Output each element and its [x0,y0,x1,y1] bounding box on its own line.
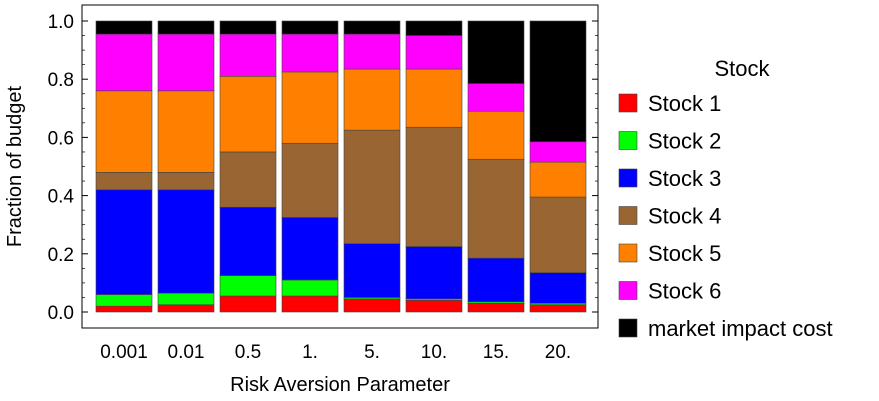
bar-segment [343,68,401,131]
bar-segment [157,189,215,294]
x-tick-label: 10. [421,342,447,363]
bar-segment [281,33,339,73]
bar-segment [343,243,401,298]
bar-segment [467,158,525,259]
bar-segment [219,20,277,35]
bar-group [405,20,463,313]
bar-segment [529,141,587,163]
legend-label: Stock 5 [648,241,721,266]
bar-segment [95,305,153,313]
bar-segment [157,172,215,191]
bar-segment [405,68,463,128]
bar-segment [95,189,153,295]
x-tick-label: 20. [545,342,571,363]
legend-label: Stock 6 [648,279,721,304]
bar-segment [343,129,401,244]
x-tick-label: 0.5 [235,342,261,363]
legend-title: Stock [714,56,770,81]
bar-segment [95,20,153,35]
y-tick-label: 0.8 [48,70,74,91]
x-tick-label: 5. [364,342,380,363]
bar-segment [467,302,525,313]
legend-swatch [618,281,638,300]
bar-segment [219,295,277,313]
bar-segment [405,126,463,247]
bar-segment [157,304,215,313]
legend-swatch [618,318,638,338]
bar-segment [281,142,339,218]
bar-segment [467,110,525,160]
x-axis-label: Risk Aversion Parameter [230,374,450,396]
bar-segment [95,294,153,307]
bar-segment [405,20,463,36]
bar-segment [219,33,277,77]
bar-segment [529,161,587,198]
bar-group [281,20,339,313]
x-axis: 0.001 0.01 0.5 1. 5. 10. 15. 20. [100,342,571,363]
bar-segment [219,151,277,208]
legend: Stock Stock 1 Stock 2 Stock 3 Stock 4 Stock … [618,56,833,341]
bar-segment [157,20,215,35]
bar-segment [281,20,339,35]
legend-label: Stock 3 [648,166,721,191]
bar-segment [281,279,339,297]
bar-segment [281,71,339,144]
bar-segment [281,295,339,313]
legend-label: Stock 2 [648,129,721,154]
legend-label: market impact cost [648,316,833,341]
legend-swatch [618,243,638,263]
x-tick-label: 15. [483,342,509,363]
bar-segment [405,246,463,300]
bar-segment [219,206,277,276]
bar-segment [529,272,587,304]
y-axis-label: Fraction of budget [4,85,26,247]
legend-swatch [618,131,638,150]
bar-segment [157,90,215,173]
bar-segment [529,196,587,274]
bar-segment [405,300,463,313]
bar-segment [467,257,525,303]
bar-segment [467,20,525,84]
bar-segment [281,217,339,281]
legend-label: Stock 1 [648,91,721,116]
x-tick-label: 0.001 [100,342,148,363]
bar-segment [219,75,277,153]
bar-group [467,20,525,313]
bar-segment [157,33,215,92]
bar-segment [529,20,587,143]
bar-segment [219,275,277,297]
bar-segment [343,298,401,313]
y-tick-label: 0.6 [48,128,74,149]
bar-segment [343,20,401,35]
bars-layer [95,20,587,313]
bar-segment [95,90,153,173]
bar-group [529,20,587,313]
y-tick-label: 1.0 [48,12,74,33]
bar-segment [529,304,587,313]
bar-segment [157,292,215,306]
bar-group [219,20,277,313]
bar-segment [467,83,525,112]
bar-segment [405,35,463,70]
y-tick-label: 0.2 [48,245,74,266]
bar-segment [343,33,401,70]
legend-swatch [618,168,638,188]
legend-label: Stock 4 [648,204,721,229]
y-tick-label: 0.0 [48,303,74,324]
legend-swatch [618,206,638,225]
bar-segment [95,33,153,92]
x-tick-label: 0.01 [168,342,205,363]
bar-segment [95,172,153,191]
bar-group [95,20,153,313]
y-tick-label: 0.4 [48,187,75,208]
bar-group [157,20,215,313]
y-axis: 0.0 0.2 0.4 0.6 0.8 1.0 [48,12,598,324]
legend-swatch [618,93,638,113]
x-tick-label: 1. [302,342,318,363]
bar-group [343,20,401,313]
